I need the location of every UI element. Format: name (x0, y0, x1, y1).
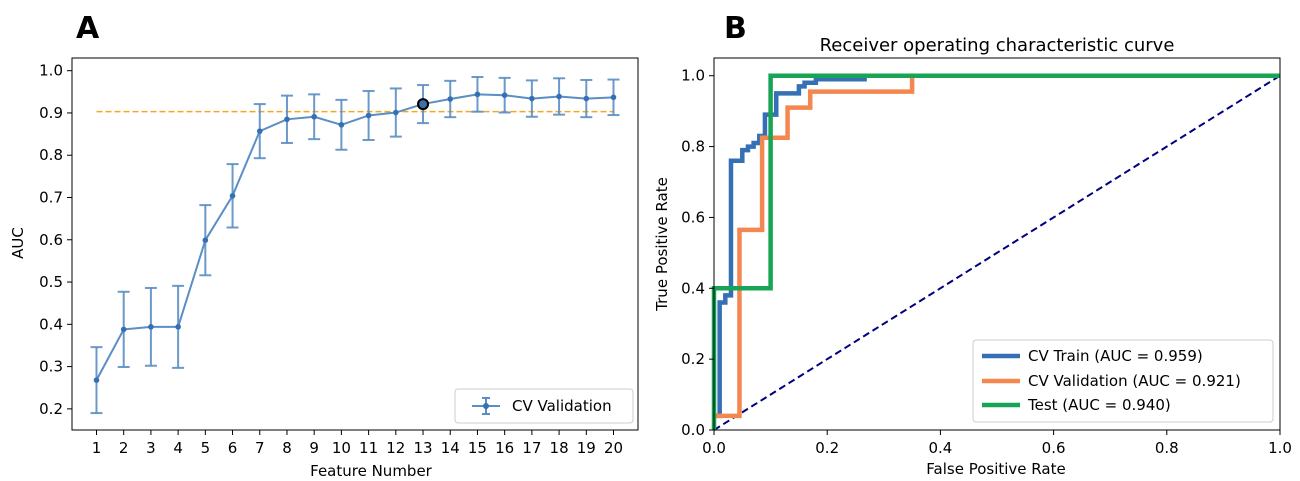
panel-b-legend: CV Train (AUC = 0.959) CV Validation (AU… (972, 339, 1274, 423)
panel-a-y-tick-label: 0.2 (39, 400, 63, 418)
panel-a-legend-label: CV Validation (512, 397, 612, 415)
panel-b-y-tick-label: 0.0 (681, 421, 705, 439)
panel-b: B Receiver operating characteristic curv… (653, 11, 1292, 478)
panel-a-x-tick-label: 2 (119, 439, 129, 457)
panel-a-plot-area: 1 2 3 4 5 6 7 8 9 10 11 12 13 14 15 16 17 18 19 200.20.30.4… (39, 57, 639, 457)
panel-a-data-point (529, 95, 535, 102)
panel-a-data-point (120, 326, 127, 333)
panel-a-series-line (95, 93, 614, 381)
panel-a-data-point (474, 91, 481, 98)
panel-a-frame (71, 57, 639, 431)
panel-a-x-tick-label: 6 (228, 439, 238, 457)
panel-b-y-axis-label: True Positive Rate (653, 177, 671, 312)
panel-a-y-tick-label: 0.6 (39, 231, 63, 249)
panel-a-x-tick-label: 17 (522, 439, 541, 457)
panel-b-title: Receiver operating characteristic curve (820, 35, 1175, 56)
panel-a-x-tick-label: 14 (441, 439, 460, 457)
panel-a-x-tick-label: 10 (332, 439, 351, 457)
panel-b-x-tick-label: 0.2 (815, 439, 839, 457)
panel-a-data-point (229, 193, 236, 199)
panel-a-highlight-point (417, 98, 430, 111)
panel-a-data-point (583, 95, 590, 102)
panel-a-x-axis-label: Feature Number (310, 462, 433, 480)
panel-b-y-tick-label: 0.6 (681, 208, 705, 226)
panel-a-y-tick-label: 0.4 (39, 315, 63, 333)
panel-b-frame (713, 57, 1281, 431)
panel-a-y-tick-label: 1.0 (39, 62, 63, 80)
panel-b-x-tick-label: 0.0 (702, 439, 726, 457)
panel-a-x-tick-label: 15 (468, 439, 487, 457)
panel-a-y-tick-label: 0.7 (39, 189, 63, 207)
panel-a-data-point (556, 93, 562, 100)
panel-a-data-point (148, 324, 154, 330)
panel-a-data-point (447, 96, 454, 102)
panel-b-y-tick-label: 0.4 (681, 279, 705, 297)
panel-b-x-axis-label: False Positive Rate (926, 460, 1065, 478)
panel-b-roc-curve-1 (714, 73, 1280, 419)
panel-a: A 1 2 3 4 5 6 7 8 9 10 11 12 13 14 15 16 17 18 19 200.20.30… (9, 11, 639, 480)
panel-b-x-tick-label: 0.4 (928, 439, 952, 457)
panel-a-y-tick-label: 0.9 (39, 104, 63, 122)
panel-a-y-tick-label: 0.8 (39, 146, 63, 164)
panel-a-x-tick-label: 3 (146, 439, 156, 457)
panel-a-legend-box (454, 388, 634, 424)
panel-a-legend-marker (472, 397, 500, 415)
panel-a-data-point (93, 377, 100, 383)
panel-b-legend-box (972, 339, 1274, 423)
panel-a-x-tick-label: 18 (550, 439, 569, 457)
panel-a-data-point (393, 109, 399, 116)
panel-a-x-tick-label: 5 (201, 439, 211, 457)
panel-a-x-tick-label: 12 (386, 439, 405, 457)
panel-b-x-tick-label: 0.6 (1042, 439, 1066, 457)
panel-b-letter: B (724, 11, 747, 46)
panel-a-x-tick-label: 4 (173, 439, 183, 457)
panel-b-x-tick-label: 0.8 (1155, 439, 1179, 457)
panel-b-legend-label-validation: CV Validation (AUC = 0.921) (1028, 372, 1241, 390)
panel-b-roc-curve-0 (714, 77, 867, 419)
panel-a-data-point (338, 121, 345, 128)
panel-b-x-tick-label: 1.0 (1268, 439, 1292, 457)
panel-a-x-tick-label: 11 (359, 439, 378, 457)
panel-a-x-tick-label: 8 (282, 439, 292, 457)
panel-b-plot-area: 0.0 0.2 0.4 0.6 0.8 1.0 0.0 0.2 0.4 0.6 0.8 1.0 (681, 57, 1292, 457)
panel-a-x-tick-label: 1 (92, 439, 102, 457)
panel-a-data-point (365, 112, 372, 119)
panel-a-data-point (311, 113, 317, 120)
panel-a-x-tick-label: 19 (577, 439, 596, 457)
panel-a-data-point (202, 237, 209, 243)
panel-a-data-point (256, 128, 263, 134)
panel-b-y-tick-label: 0.8 (681, 138, 705, 156)
panel-a-x-tick-label: 9 (309, 439, 319, 457)
panel-a-data-point (175, 324, 181, 330)
panel-b-legend-label-test: Test (AUC = 0.940) (1027, 396, 1171, 414)
panel-a-legend: CV Validation (454, 388, 634, 424)
panel-a-data-point (284, 116, 290, 123)
panel-b-chance-diagonal (713, 74, 1281, 431)
panel-a-x-tick-label: 20 (604, 439, 623, 457)
panel-b-y-tick-label: 1.0 (681, 67, 705, 85)
panel-a-letter: A (76, 11, 100, 46)
panel-a-x-tick-label: 7 (255, 439, 265, 457)
panel-a-data-point (501, 92, 508, 98)
panel-b-legend-label-train: CV Train (AUC = 0.959) (1028, 347, 1203, 365)
panel-a-y-tick-label: 0.3 (39, 358, 63, 376)
panel-a-x-tick-label: 16 (495, 439, 514, 457)
panel-a-y-tick-label: 0.5 (39, 273, 63, 291)
panel-b-y-tick-label: 0.2 (681, 350, 705, 368)
panel-a-data-point (610, 94, 617, 101)
panel-a-x-tick-label: 13 (413, 439, 432, 457)
panel-a-y-axis-label: AUC (9, 227, 27, 259)
